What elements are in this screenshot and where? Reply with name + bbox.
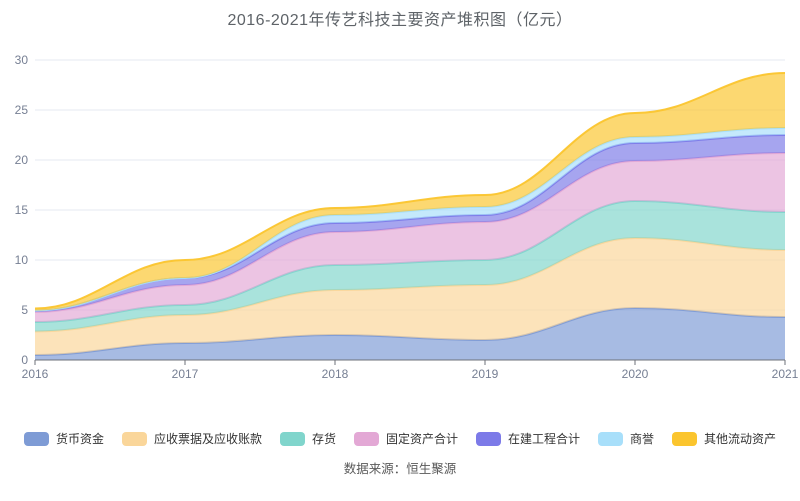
legend-item-0[interactable]: 货币资金 (23, 430, 104, 447)
area-band (35, 153, 785, 322)
legend-item-5[interactable]: 商誉 (598, 430, 654, 447)
y-axis-label: 20 (15, 153, 29, 167)
legend-swatch (672, 431, 698, 446)
legend-label: 货币资金 (55, 432, 104, 446)
legend-label: 应收票据及应收账款 (153, 432, 262, 446)
area-band (35, 308, 785, 360)
legend-label: 其他流动资产 (704, 432, 777, 446)
area-band (35, 73, 785, 311)
x-axis-label: 2020 (622, 367, 649, 381)
y-axis-label: 10 (15, 253, 29, 267)
legend-label: 存货 (311, 432, 336, 446)
series-line (34, 72, 786, 310)
x-axis-label: 2016 (22, 367, 49, 381)
legend-item-2[interactable]: 存货 (279, 430, 336, 447)
legend-swatch (279, 431, 305, 446)
legend-label: 固定资产合计 (385, 432, 458, 446)
legend-item-1[interactable]: 应收票据及应收账款 (121, 430, 262, 447)
legend-swatch (476, 431, 501, 446)
legend-label: 在建工程合计 (508, 432, 581, 446)
y-axis-label: 5 (21, 303, 28, 317)
x-axis-label: 2019 (472, 367, 499, 381)
y-axis-label: 0 (21, 353, 28, 367)
x-axis-label: 2021 (772, 367, 799, 381)
legend: 货币资金 应收票据及应收账款 存货 固定资产合计 在建工程合计 商誉 其他流动资产 (0, 430, 800, 447)
legend-item-3[interactable]: 固定资产合计 (353, 430, 458, 447)
y-axis-label: 15 (15, 203, 29, 217)
y-axis-label: 25 (15, 103, 29, 117)
legend-item-4[interactable]: 在建工程合计 (476, 430, 580, 447)
legend-swatch (598, 431, 624, 446)
legend-label: 商誉 (630, 432, 655, 446)
area-band (35, 238, 785, 355)
legend-swatch (23, 431, 49, 446)
legend-item-6[interactable]: 其他流动资产 (672, 430, 776, 447)
x-axis-label: 2017 (172, 367, 199, 381)
data-source-note: 数据来源：恒生聚源 (343, 462, 457, 476)
area-band (35, 201, 785, 332)
stacked-area-chart: 0 5 10 15 20 25 30 2016 2017 2018 2019 2020 2021 (15, 53, 799, 381)
x-axis-label: 2018 (322, 367, 349, 381)
legend-swatch (353, 431, 379, 446)
legend-swatch (121, 431, 147, 446)
chart-title: 2016-2021年传艺科技主要资产堆积图（亿元） (227, 12, 573, 29)
y-axis-label: 30 (15, 53, 29, 67)
area-band (35, 135, 785, 312)
